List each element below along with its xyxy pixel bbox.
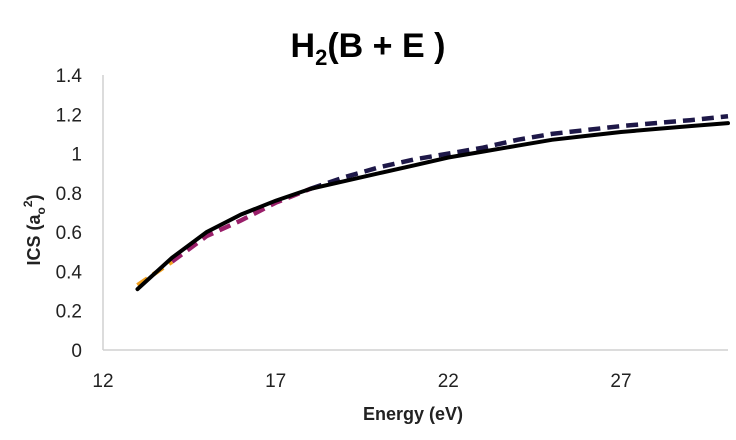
y-tick-label: 1.2 <box>56 105 82 126</box>
series-line-1 <box>170 186 312 264</box>
x-axis-label: Energy (eV) <box>363 404 463 424</box>
x-tick-label: 12 <box>92 371 113 392</box>
y-tick-label: 1 <box>71 145 82 166</box>
x-axis-ticks: 12 17 22 27 <box>92 371 631 392</box>
x-tick-label: 27 <box>610 371 631 392</box>
x-tick-label: 17 <box>265 371 286 392</box>
y-tick-label: 0.8 <box>56 184 82 205</box>
x-tick-label: 22 <box>438 371 459 392</box>
y-tick-label: 0.4 <box>56 262 83 283</box>
series-line-3 <box>135 121 730 292</box>
y-tick-label: 0 <box>71 341 82 362</box>
series-group <box>135 114 730 292</box>
y-tick-label: 0.2 <box>56 302 82 323</box>
y-axis-label: ICS (ao2) <box>21 194 48 265</box>
y-axis-ticks: 0 0.2 0.4 0.6 0.8 1 1.2 1.4 <box>56 66 83 362</box>
series-line-2 <box>309 114 729 192</box>
y-tick-label: 0.6 <box>56 223 82 244</box>
chart-title: H2(B + E ) <box>291 27 446 70</box>
y-tick-label: 1.4 <box>56 66 83 87</box>
